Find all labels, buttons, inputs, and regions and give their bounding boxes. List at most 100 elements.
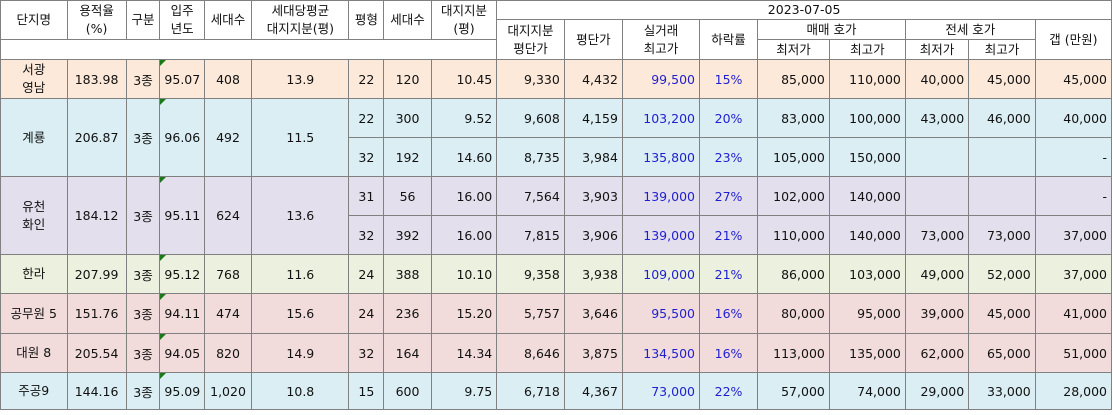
pyeong-value: 22 (348, 59, 385, 99)
table-row: 32 392 16.00 7,815 3,906 139,000 21% 110,000 140… (1, 215, 1113, 255)
pyeong-value: 32 (348, 333, 385, 373)
drop-rate: 21% (698, 215, 759, 255)
sale-min: 86,000 (757, 254, 830, 294)
sale-min: 85,000 (757, 59, 830, 99)
max-deal-price: 139,000 (621, 176, 700, 216)
gap-value: 41,000 (1034, 293, 1113, 334)
move-in-year: 96.06 (159, 98, 205, 177)
move-in-year: 94.11 (159, 293, 205, 334)
header-jeonse-min: 최저가 (904, 39, 970, 60)
zone-value: 3종 (125, 176, 161, 255)
complex-name: 서광 영남 (0, 59, 68, 99)
pyeong-value: 24 (348, 254, 385, 294)
jeonse-max: 45,000 (968, 293, 1036, 334)
land-share: 14.34 (430, 333, 498, 373)
zone-value: 3종 (125, 59, 161, 99)
header-land-price: 대지지분 평단가 (496, 19, 565, 60)
sale-max: 150,000 (828, 137, 906, 177)
jeonse-max (968, 176, 1036, 216)
sale-max: 103,000 (828, 254, 906, 294)
complex-name: 대원 8 (0, 333, 68, 373)
far-value: 144.16 (66, 372, 127, 410)
header-far: 용적율 (%) (66, 0, 127, 40)
max-deal-price: 95,500 (621, 293, 700, 334)
land-price: 6,718 (496, 372, 565, 410)
price-per-pyeong: 3,875 (563, 333, 623, 373)
zone-value: 3종 (125, 254, 161, 294)
max-deal-price: 99,500 (621, 59, 700, 99)
gap-value: 37,000 (1034, 254, 1113, 294)
move-in-year: 95.12 (159, 254, 205, 294)
drop-rate: 15% (698, 59, 759, 99)
sale-min: 83,000 (757, 98, 830, 138)
land-price: 8,646 (496, 333, 565, 373)
jeonse-min: 49,000 (904, 254, 970, 294)
price-per-pyeong: 3,646 (563, 293, 623, 334)
household-count: 1,020 (203, 372, 253, 410)
jeonse-min: 43,000 (904, 98, 970, 138)
avg-land-share: 14.9 (251, 333, 350, 373)
pyeong-value: 32 (348, 215, 385, 255)
header-unit-households: 세대수 (383, 0, 432, 40)
land-share: 16.00 (430, 176, 498, 216)
price-per-pyeong: 3,903 (563, 176, 623, 216)
pyeong-value: 15 (348, 372, 385, 410)
far-value: 205.54 (66, 333, 127, 373)
drop-rate: 16% (698, 293, 759, 334)
land-price: 9,358 (496, 254, 565, 294)
avg-land-share: 11.5 (251, 98, 350, 177)
sale-min: 113,000 (757, 333, 830, 373)
pyeong-value: 22 (348, 98, 385, 138)
unit-households: 600 (383, 372, 432, 410)
far-value: 206.87 (66, 98, 127, 177)
table-row: 계룡 206.87 3종 96.06 492 11.5 22 300 9.52 9,608 4,15… (0, 98, 1113, 177)
jeonse-min: 40,000 (904, 59, 970, 99)
unit-households: 388 (383, 254, 432, 294)
sale-max: 100,000 (828, 98, 906, 138)
price-per-pyeong: 3,906 (563, 215, 623, 255)
household-count: 624 (203, 176, 253, 255)
drop-rate: 20% (698, 98, 759, 138)
household-count: 492 (203, 98, 253, 177)
sale-max: 140,000 (828, 215, 906, 255)
sale-max: 140,000 (828, 176, 906, 216)
table-row: 한라 207.99 3종 95.12 768 11.6 24 388 10.10 9,358 3,9… (0, 254, 1113, 294)
jeonse-min (904, 137, 970, 177)
jeonse-max (968, 137, 1036, 177)
pyeong-value: 31 (348, 176, 385, 216)
complex-name: 계룡 (0, 98, 68, 177)
land-share: 9.52 (430, 98, 498, 138)
jeonse-min: 39,000 (904, 293, 970, 334)
drop-rate: 22% (698, 372, 759, 410)
unit-households: 392 (383, 215, 432, 255)
land-share: 14.60 (430, 137, 498, 177)
gap-value: 40,000 (1034, 98, 1113, 138)
sale-min: 57,000 (757, 372, 830, 410)
header-sale-quote: 매매 호가 (757, 19, 906, 40)
jeonse-max: 46,000 (968, 98, 1036, 138)
far-value: 151.76 (66, 293, 127, 334)
move-in-year: 94.05 (159, 333, 205, 373)
move-in-year: 95.07 (159, 59, 205, 99)
header-year: 입주 년도 (159, 0, 205, 40)
complex-name: 주공9 (0, 372, 68, 410)
complex-name: 공무원 5 (0, 293, 68, 334)
table-row: 공무원 5 151.76 3종 94.11 474 15.6 24 236 15.20 5,757… (0, 293, 1113, 334)
header-jeonse-max: 최고가 (968, 39, 1036, 60)
max-deal-price: 103,200 (621, 98, 700, 138)
header-drop-rate: 하락률 (698, 19, 759, 60)
header-pyeong: 평형 (348, 0, 385, 40)
sale-min: 110,000 (757, 215, 830, 255)
drop-rate: 23% (698, 137, 759, 177)
far-value: 184.12 (66, 176, 127, 255)
avg-land-share: 10.8 (251, 372, 350, 410)
price-per-pyeong: 3,984 (563, 137, 623, 177)
gap-value: 51,000 (1034, 333, 1113, 373)
pyeong-value: 24 (348, 293, 385, 334)
sale-max: 135,000 (828, 333, 906, 373)
avg-land-share: 13.6 (251, 176, 350, 255)
zone-value: 3종 (125, 98, 161, 177)
max-deal-price: 73,000 (621, 372, 700, 410)
land-price: 9,608 (496, 98, 565, 138)
jeonse-max: 45,000 (968, 59, 1036, 99)
